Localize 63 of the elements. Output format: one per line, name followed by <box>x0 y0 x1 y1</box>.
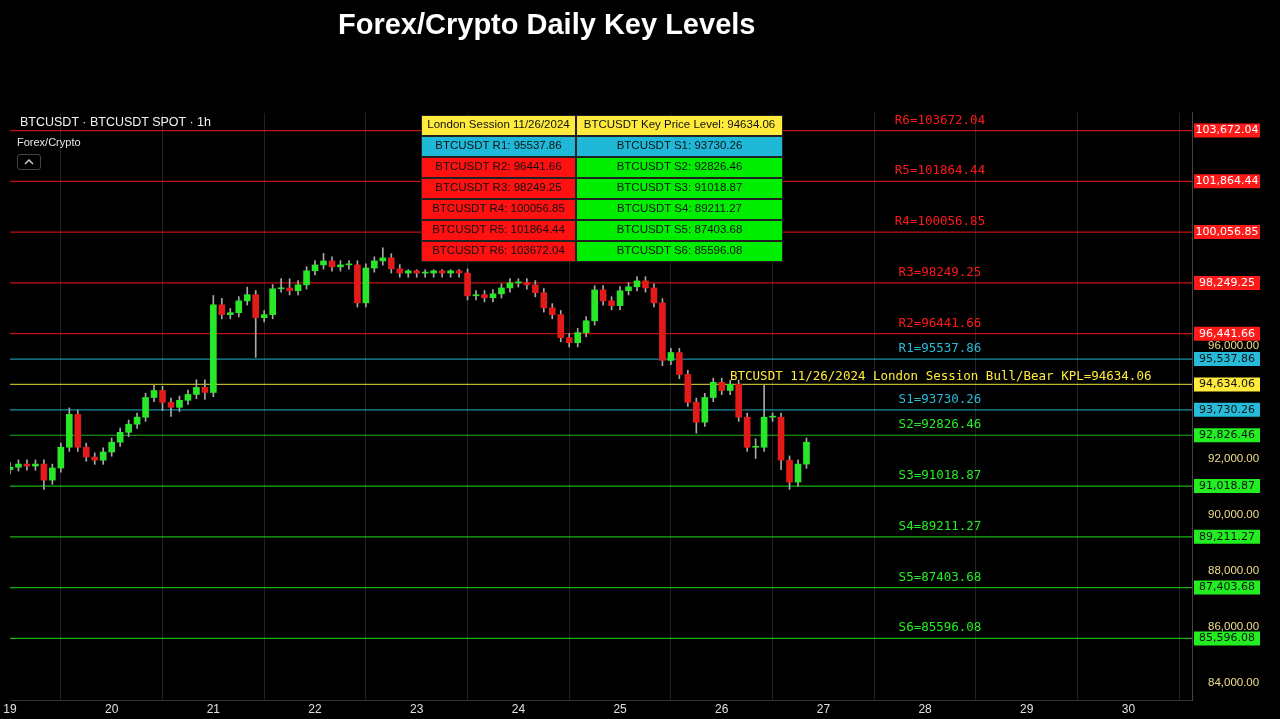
candlestick <box>472 290 480 301</box>
ref-line-label: S3=91018.87 <box>898 467 982 483</box>
annotation: BTCUSDT R2: 96441.66 <box>421 157 576 178</box>
text: 100,056.85 <box>1195 224 1259 238</box>
ref-line-label: S6=85596.08 <box>898 619 982 635</box>
text: 87,403.68 <box>1199 580 1255 594</box>
text: 103,672.04 <box>1195 123 1259 137</box>
annotation: BTCUSDT R3: 98249.25 <box>421 178 576 199</box>
annotation: BTCUSDT Key Price Level: 94634.06 <box>576 115 783 136</box>
text: 95,537.86 <box>1199 351 1255 365</box>
x-tick-label: 29 <box>1020 701 1034 716</box>
annotation: Forex/Crypto <box>17 136 81 148</box>
x-tick-label: 23 <box>410 701 424 716</box>
text: 101,864.44 <box>1195 174 1259 188</box>
y-tick-label: 90,000.00 <box>1208 507 1260 520</box>
y-tick-label: 92,000.00 <box>1208 451 1260 464</box>
ref-line-label: R5=101864.44 <box>894 162 986 178</box>
x-tick-label: 27 <box>816 701 831 716</box>
ref-line-label: R2=96441.66 <box>898 314 982 330</box>
ref-line-label: S2=92826.46 <box>898 416 982 432</box>
ref-line-label: R3=98249.25 <box>898 263 982 279</box>
x-tick-label: 26 <box>715 701 729 716</box>
annotation: BTCUSDT R4: 100056.85 <box>421 199 576 220</box>
x-tick-label: 22 <box>308 701 323 716</box>
ref-line-label: S1=93730.26 <box>898 390 982 406</box>
ref-line-label: R6=103672.04 <box>894 111 986 127</box>
text: 91,018.87 <box>1199 478 1255 492</box>
y-tick-label: 88,000.00 <box>1208 564 1260 577</box>
chart-title: Forex/Crypto Daily Key Levels <box>338 8 756 41</box>
text: 89,211.27 <box>1199 529 1255 543</box>
text: 94,634.06 <box>1199 377 1255 391</box>
annotation: BTCUSDT S1: 93730.26 <box>576 136 783 157</box>
y-tick-label: 84,000.00 <box>1208 676 1260 689</box>
ref-line-label: BTCUSDT 11/26/2024 London Session Bull/Bear KPL=94634.06 <box>730 368 1152 384</box>
text: 96,441.66 <box>1199 326 1255 340</box>
annotation: BTCUSDT S4: 89211.27 <box>576 199 783 220</box>
x-tick-label: 21 <box>206 701 221 716</box>
text: 93,730.26 <box>1199 402 1255 416</box>
x-tick-label: 30 <box>1121 701 1136 716</box>
x-tick-label: 20 <box>105 701 119 716</box>
text: 85,596.08 <box>1199 631 1255 645</box>
annotation: BTCUSDT S3: 91018.87 <box>576 178 783 199</box>
y-tick-label: 86,000.00 <box>1208 620 1260 633</box>
candlestick <box>277 278 285 293</box>
x-tick-label: 19 <box>3 701 17 716</box>
ref-line-label: S5=87403.68 <box>898 568 982 584</box>
annotation: BTCUSDT S6: 85596.08 <box>576 241 783 262</box>
annotation: BTCUSDT R5: 101864.44 <box>421 220 576 241</box>
annotation: BTCUSDT S5: 87403.68 <box>576 220 783 241</box>
annotation: BTCUSDT S2: 92826.46 <box>576 157 783 178</box>
x-tick-label: 28 <box>918 701 933 716</box>
annotation: BTCUSDT R1: 95537.86 <box>421 136 576 157</box>
y-tick-label: 96,000.00 <box>1208 339 1260 352</box>
text: 98,249.25 <box>1199 275 1255 289</box>
ref-line-label: S4=89211.27 <box>898 517 982 533</box>
ref-line-label: R4=100056.85 <box>894 213 986 229</box>
annotation: BTCUSDT · BTCUSDT SPOT · 1h <box>20 115 212 129</box>
annotation: BTCUSDT R6: 103672.04 <box>421 241 576 262</box>
annotation: London Session 11/26/2024 <box>421 115 576 136</box>
ref-line-label: R1=95537.86 <box>898 340 982 356</box>
x-tick-label: 25 <box>613 701 628 716</box>
x-tick-label: 24 <box>511 701 526 716</box>
text: 92,826.46 <box>1199 428 1255 442</box>
